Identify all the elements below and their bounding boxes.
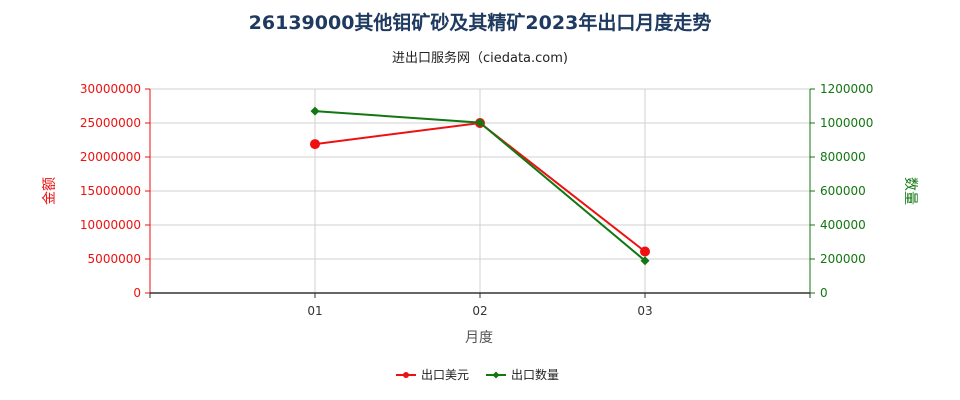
x-axis-title: 月度 [465, 330, 493, 346]
chart-subtitle: 进出口服务网（ciedata.com) [391, 51, 568, 66]
left-tick-label: 20000000 [80, 150, 141, 164]
legend-swatch-marker [403, 372, 409, 378]
right-tick-label: 0 [820, 286, 828, 300]
data-point-amount [640, 246, 650, 257]
data-point-quantity [640, 256, 650, 266]
legend-label: 出口美元 [421, 368, 469, 382]
data-point-quantity [475, 118, 485, 128]
left-axis-title: 金额 [42, 177, 58, 205]
data-point-amount [310, 139, 320, 150]
left-tick-label: 10000000 [80, 218, 141, 232]
right-tick-label: 1200000 [820, 82, 873, 96]
right-tick-label: 1000000 [820, 116, 873, 130]
legend-swatch-marker [492, 371, 500, 379]
chart-title: 26139000其他钼矿砂及其精矿2023年出口月度走势 [248, 12, 712, 34]
data-point-quantity [310, 106, 320, 116]
left-tick-label: 15000000 [80, 184, 141, 198]
right-tick-label: 800000 [820, 150, 866, 164]
legend-label: 出口数量 [511, 367, 559, 382]
right-tick-label: 600000 [820, 184, 866, 198]
left-tick-label: 5000000 [88, 252, 141, 266]
left-tick-label: 30000000 [80, 82, 141, 96]
x-tick-label: 01 [307, 304, 322, 318]
x-tick-label: 03 [637, 304, 652, 318]
left-tick-label: 25000000 [80, 116, 141, 130]
right-tick-label: 200000 [820, 252, 866, 266]
left-tick-label: 0 [133, 286, 141, 300]
right-tick-label: 400000 [820, 218, 866, 232]
right-axis-title: 数量 [902, 177, 918, 205]
x-tick-label: 02 [472, 304, 487, 318]
